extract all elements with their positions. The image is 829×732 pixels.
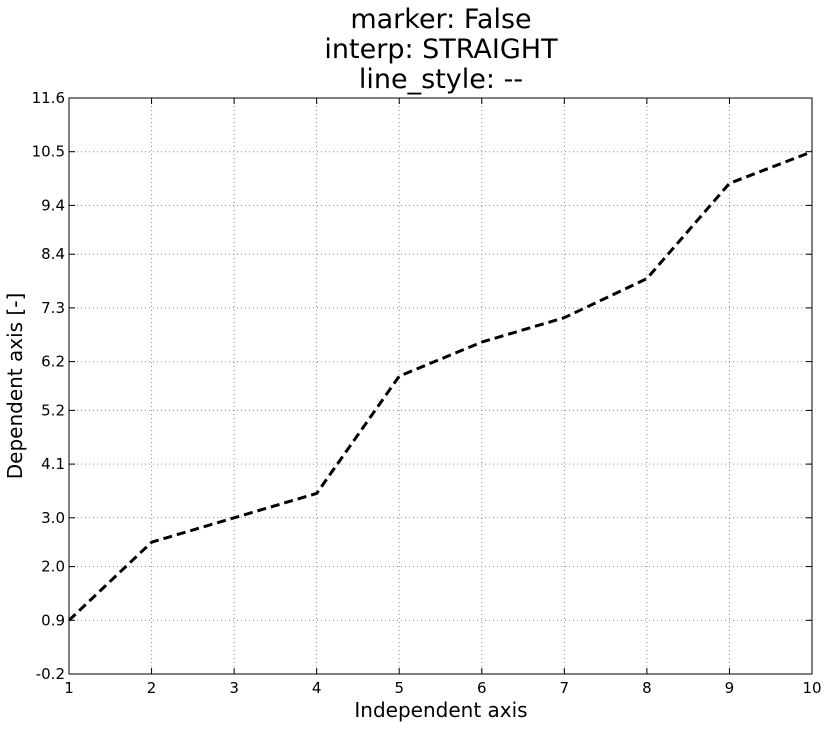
chart-title-line-3: line_style: -- [359, 64, 523, 95]
x-tick-labels: 1 2 3 4 5 6 7 8 9 10 [64, 679, 821, 697]
y-tick-label: 7.3 [41, 299, 65, 317]
x-tick-label: 5 [394, 679, 404, 697]
y-axis-label: Dependent axis [-] [3, 293, 27, 480]
y-tick-label: 11.6 [32, 89, 65, 107]
y-tick-label: 9.4 [41, 196, 65, 214]
y-tick-label: 5.2 [41, 401, 65, 419]
series-group [67, 150, 813, 622]
x-tick-label: 2 [147, 679, 157, 697]
x-tick-label: 1 [64, 679, 74, 697]
plot-area-frame [68, 97, 813, 675]
tick-marks [68, 97, 813, 675]
chart-title-line-1: marker: False [350, 4, 531, 35]
y-tick-labels: -0.2 0.9 2.0 3.0 4.1 5.2 6.2 7.3 8.4 9.4 10.5 11.6 [32, 89, 65, 683]
x-tick-label: 9 [725, 679, 735, 697]
y-tick-label: 6.2 [41, 353, 65, 371]
grid [68, 97, 813, 675]
x-axis-label: Independent axis [354, 698, 527, 722]
y-tick-label: 2.0 [41, 558, 65, 576]
x-tick-label: 4 [312, 679, 322, 697]
y-tick-label: -0.2 [36, 665, 65, 683]
y-tick-label: 8.4 [41, 245, 65, 263]
x-tick-label: 3 [229, 679, 239, 697]
x-tick-label: 7 [560, 679, 570, 697]
y-tick-label: 10.5 [32, 143, 65, 161]
y-tick-label: 0.9 [41, 611, 65, 629]
y-tick-label: 3.0 [41, 509, 65, 527]
chart-title-line-2: interp: STRAIGHT [324, 34, 558, 65]
y-tick-label: 4.1 [41, 455, 65, 473]
x-tick-label: 10 [802, 679, 821, 697]
series-line [67, 150, 813, 622]
x-tick-label: 6 [477, 679, 487, 697]
chart-title: marker: False interp: STRAIGHT line_styl… [324, 4, 558, 95]
x-tick-label: 8 [642, 679, 652, 697]
